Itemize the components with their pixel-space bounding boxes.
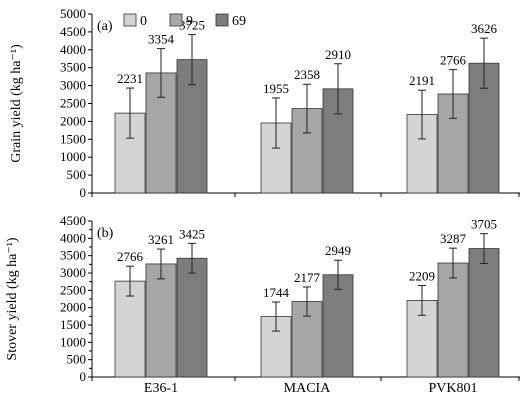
x-category-label-PVK801: PVK801 bbox=[428, 381, 477, 396]
y-tick-label-a-500: 500 bbox=[67, 167, 87, 182]
legend-swatch-9 bbox=[169, 13, 183, 27]
y-tick-label-b-3500: 3500 bbox=[60, 248, 86, 263]
data-label-a-E36-1-0: 2231 bbox=[117, 71, 143, 86]
legend-label-9: 9 bbox=[186, 14, 193, 29]
x-axis-categories: E36-1 MACIA PVK801 bbox=[144, 381, 478, 396]
data-label-b-E36-1-0: 2766 bbox=[117, 249, 144, 264]
data-label-b-PVK801-9: 3287 bbox=[440, 231, 467, 246]
y-tick-label-a-3500: 3500 bbox=[60, 60, 86, 75]
panel-b-stover-yield: 0 500 1000 1500 2000 2500 3000 3500 4000 4500 Stov… bbox=[5, 213, 520, 384]
y-tick-label-a-1500: 1500 bbox=[60, 131, 86, 146]
x-category-label-E36-1: E36-1 bbox=[144, 381, 178, 396]
y-tick-label-b-3000: 3000 bbox=[60, 265, 86, 280]
data-label-b-PVK801-69: 3705 bbox=[471, 217, 497, 232]
y-tick-label-a-0: 0 bbox=[80, 185, 87, 200]
y-tick-label-a-5000: 5000 bbox=[60, 6, 86, 21]
legend-label-0: 0 bbox=[140, 14, 147, 29]
y-tick-label-a-1000: 1000 bbox=[60, 149, 86, 164]
y-tick-label-a-2000: 2000 bbox=[60, 113, 86, 128]
data-label-b-MACIA-9: 2177 bbox=[294, 270, 321, 285]
panel-a-grain-yield: 0 500 1000 1500 2000 2500 3000 3500 4000 4500 5000… bbox=[9, 6, 520, 200]
data-label-a-PVK801-69: 3626 bbox=[471, 21, 498, 36]
legend-label-69: 69 bbox=[232, 14, 246, 29]
bar-b-E36-1-69 bbox=[176, 257, 208, 378]
data-label-a-E36-1-9: 3354 bbox=[148, 32, 175, 47]
y-axis-label-a: Grain yield (kg ha⁻¹) bbox=[9, 44, 24, 163]
y-axis-label-b: Stover yield (kg ha⁻¹) bbox=[5, 237, 20, 361]
y-tick-label-a-2500: 2500 bbox=[60, 96, 86, 111]
data-label-a-MACIA-69: 2910 bbox=[325, 47, 351, 62]
y-tick-label-b-2500: 2500 bbox=[60, 282, 86, 297]
y-tick-label-b-500: 500 bbox=[67, 352, 87, 367]
data-label-b-MACIA-69: 2949 bbox=[325, 243, 351, 258]
data-label-a-PVK801-9: 2766 bbox=[440, 53, 467, 68]
y-tick-label-b-1500: 1500 bbox=[60, 317, 86, 332]
data-label-b-E36-1-69: 3425 bbox=[179, 226, 205, 241]
legend: 0 9 69 bbox=[123, 13, 246, 29]
data-label-b-MACIA-0: 1744 bbox=[263, 285, 290, 300]
data-label-a-MACIA-9: 2358 bbox=[294, 67, 320, 82]
panel-tag-b: (b) bbox=[97, 226, 114, 241]
data-label-b-PVK801-0: 2209 bbox=[409, 269, 435, 284]
x-category-label-MACIA: MACIA bbox=[284, 381, 332, 396]
data-label-a-E36-1-69: 3725 bbox=[179, 18, 205, 33]
y-tick-label-b-1000: 1000 bbox=[60, 334, 86, 349]
y-tick-label-b-0: 0 bbox=[80, 369, 87, 384]
y-tick-label-a-3000: 3000 bbox=[60, 78, 86, 93]
bar-b-PVK801-69 bbox=[468, 248, 500, 378]
y-tick-label-b-2000: 2000 bbox=[60, 300, 86, 315]
y-tick-label-a-4000: 4000 bbox=[60, 42, 86, 57]
bar-b-E36-1-9 bbox=[145, 263, 177, 378]
bar-b-PVK801-9 bbox=[437, 262, 469, 378]
legend-swatch-69 bbox=[215, 13, 229, 27]
data-label-a-MACIA-0: 1955 bbox=[263, 81, 289, 96]
legend-swatch-0 bbox=[123, 13, 137, 27]
y-tick-label-a-4500: 4500 bbox=[60, 24, 86, 39]
panel-tag-a: (a) bbox=[97, 19, 113, 34]
y-tick-label-b-4500: 4500 bbox=[60, 213, 86, 228]
bar-b-MACIA-69 bbox=[322, 274, 354, 378]
y-tick-label-b-4000: 4000 bbox=[60, 230, 86, 245]
data-label-b-E36-1-9: 3261 bbox=[148, 232, 174, 247]
data-label-a-PVK801-0: 2191 bbox=[409, 73, 435, 88]
